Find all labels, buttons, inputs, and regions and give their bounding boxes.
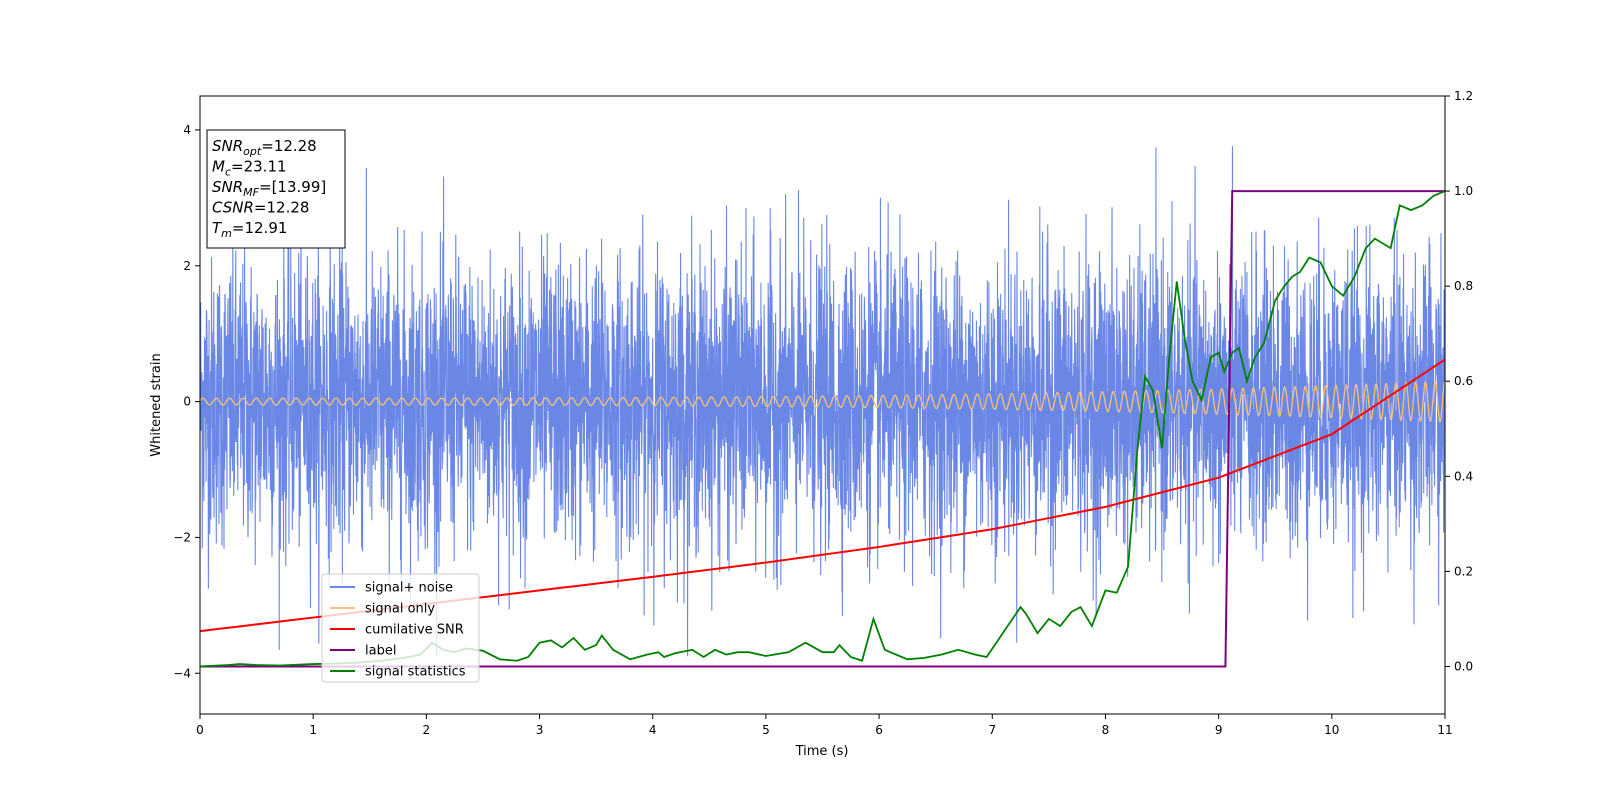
y-right-tick-label: 0.6 xyxy=(1454,374,1473,388)
series-signal-noise xyxy=(200,146,1445,657)
x-tick-label: 4 xyxy=(649,723,657,737)
y-right-tick-label: 0.8 xyxy=(1454,279,1473,293)
y-right-tick-label: 1.0 xyxy=(1454,184,1473,198)
legend-label: cumilative SNR xyxy=(365,623,464,638)
x-tick-label: 1 xyxy=(309,723,317,737)
y-axis-right: 0.0 0.2 0.4 0.6 0.8 1.0 1.2 xyxy=(1445,89,1473,673)
y-left-tick-label: 2 xyxy=(183,259,191,273)
legend-label: signal+ noise xyxy=(365,581,453,596)
x-tick-label: 10 xyxy=(1324,723,1339,737)
legend-label: label xyxy=(365,644,396,659)
x-tick-label: 2 xyxy=(423,723,431,737)
y-left-tick-label: −2 xyxy=(173,530,191,544)
y-axis-label-left: Whitened strain xyxy=(149,353,164,456)
y-left-tick-label: 4 xyxy=(183,123,191,137)
x-tick-label: 8 xyxy=(1102,723,1110,737)
series-label xyxy=(200,190,1445,668)
x-tick-label: 5 xyxy=(762,723,770,737)
y-right-tick-label: 0.2 xyxy=(1454,564,1473,578)
y-right-tick-label: 1.2 xyxy=(1454,89,1473,103)
annotation-line: Mc=23.11 xyxy=(212,158,287,179)
annotation-line: SNRopt=12.28 xyxy=(212,137,317,158)
series-signal-statistics xyxy=(200,190,1445,668)
y-left-tick-label: 0 xyxy=(183,395,191,409)
legend-label: signal statistics xyxy=(365,665,466,680)
annotation-line: Tm=12.91 xyxy=(212,219,287,240)
y-right-tick-label: 0.4 xyxy=(1454,469,1473,483)
legend-label: signal only xyxy=(365,602,435,617)
annotation-line: SNRMF=[13.99] xyxy=(212,178,326,199)
x-tick-label: 0 xyxy=(196,723,204,737)
y-axis-left: −4 −2 0 2 4 xyxy=(173,123,200,680)
legend: signal+ noise signal only cumilative SNR la… xyxy=(321,573,480,683)
x-tick-label: 11 xyxy=(1437,723,1452,737)
plot-frame xyxy=(199,95,1446,715)
y-left-tick-label: −4 xyxy=(173,666,191,680)
x-tick-label: 7 xyxy=(988,723,996,737)
x-tick-label: 6 xyxy=(875,723,883,737)
x-tick-label: 3 xyxy=(536,723,544,737)
annotation-line: CSNR=12.28 xyxy=(212,199,309,217)
x-axis: 0 1 2 3 4 5 6 7 8 9 10 11 xyxy=(196,714,1453,737)
x-tick-label: 9 xyxy=(1215,723,1223,737)
x-axis-label: Time (s) xyxy=(795,744,849,759)
annotation-box: SNRopt=12.28Mc=23.11SNRMF=[13.99]CSNR=12… xyxy=(206,129,346,249)
series-signal-only xyxy=(200,380,1445,423)
y-right-tick-label: 0.0 xyxy=(1454,659,1473,673)
